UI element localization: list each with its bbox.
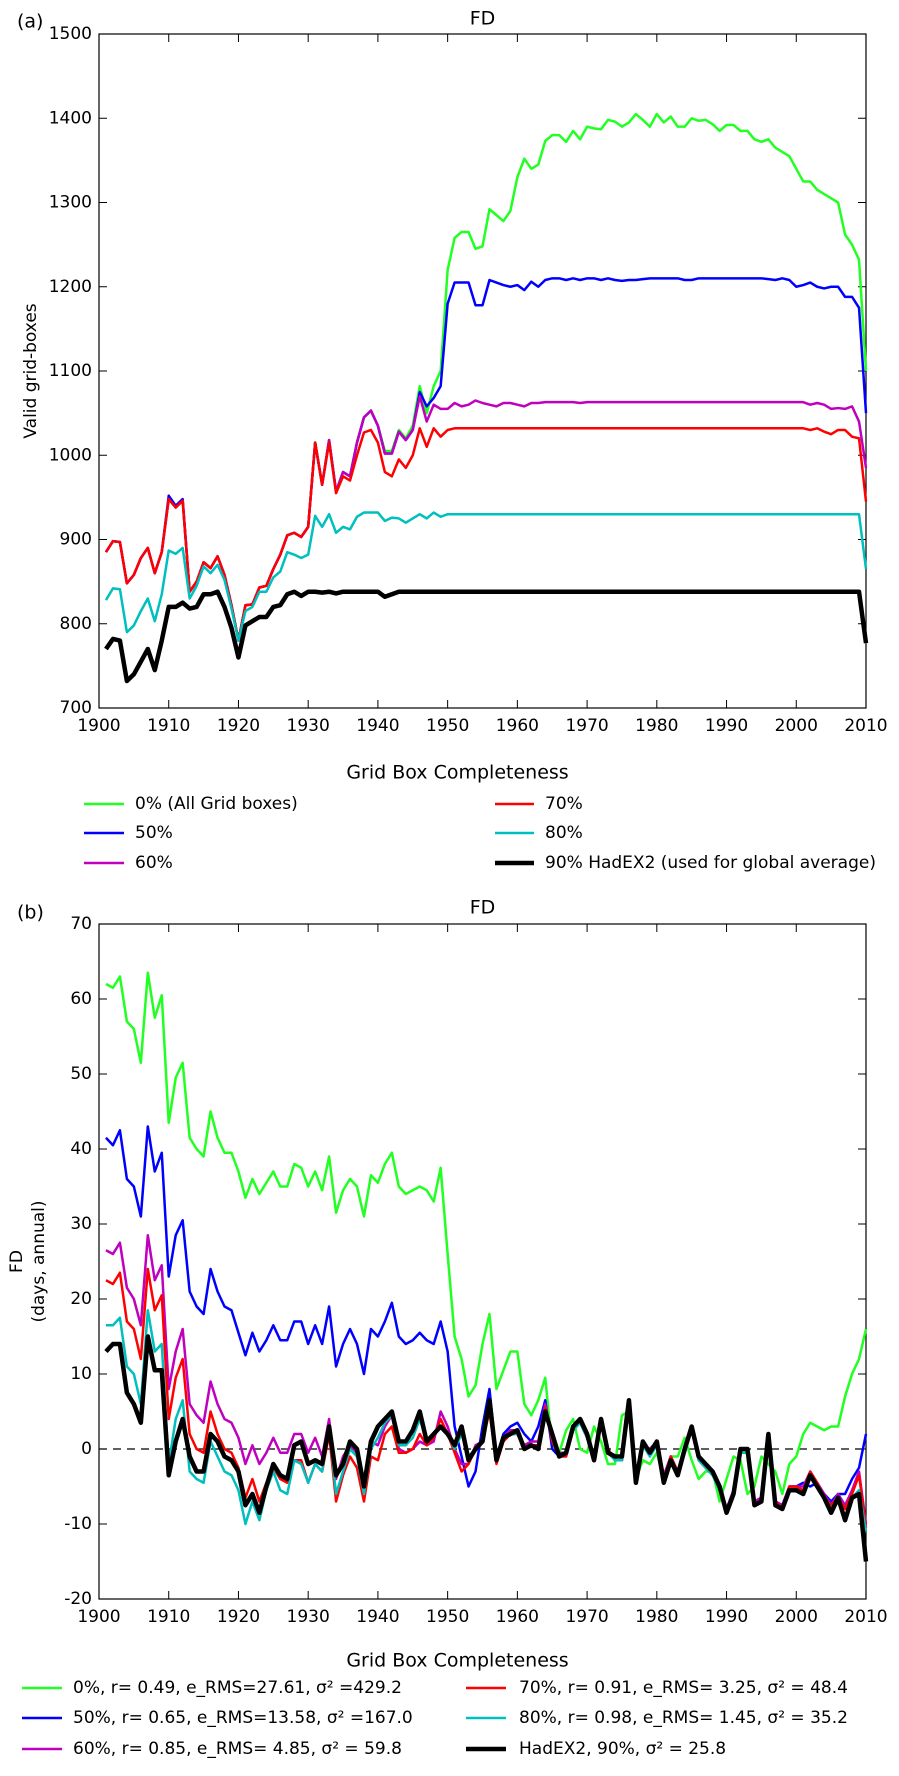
- x-tick-label: 1930: [287, 1607, 330, 1627]
- y-tick-label: -20: [64, 1589, 92, 1609]
- y-tick-label: 60: [70, 989, 92, 1009]
- legend-label: 70%: [545, 794, 583, 814]
- panel-label: (a): [17, 11, 43, 33]
- y-tick-label: 20: [70, 1289, 92, 1309]
- chart-title: FD: [470, 897, 496, 919]
- y-tick-label: 1000: [49, 445, 92, 465]
- x-tick-label: 1990: [705, 716, 748, 736]
- x-tick-label: 1910: [147, 1607, 190, 1627]
- legend-label: 50%, r= 0.65, e_RMS=13.58, σ² =167.0: [73, 1708, 413, 1728]
- y-tick-label: 10: [70, 1364, 92, 1384]
- x-tick-label: 1900: [77, 1607, 120, 1627]
- y-tick-label: 1100: [49, 361, 92, 381]
- series-line: [104, 511, 868, 642]
- y-axis-label: (days, annual): [29, 1200, 49, 1322]
- x-tick-label: 1910: [147, 716, 190, 736]
- legend-label: 50%: [135, 823, 173, 843]
- series-line: [104, 277, 868, 642]
- legend-title: Grid Box Completeness: [346, 1650, 568, 1672]
- legend-label: 60%, r= 0.85, e_RMS= 4.85, σ² = 59.8: [73, 1739, 402, 1759]
- series-line: [104, 1334, 869, 1562]
- y-tick-label: 0: [81, 1439, 92, 1459]
- legend-label: 0% (All Grid boxes): [135, 794, 298, 814]
- x-tick-label: 1930: [287, 716, 330, 736]
- legend-title: Grid Box Completeness: [346, 762, 568, 784]
- y-tick-label: 1400: [49, 108, 92, 128]
- y-tick-label: 800: [60, 614, 92, 634]
- x-tick-label: 1900: [77, 716, 120, 736]
- series-line: [104, 427, 868, 642]
- legend-label: 60%: [135, 853, 173, 873]
- y-tick-label: 700: [60, 698, 92, 718]
- y-tick-label: 1200: [49, 277, 92, 297]
- legend-label: 90% HadEX2 (used for global average): [545, 853, 876, 873]
- x-tick-label: 1980: [635, 716, 678, 736]
- y-tick-label: 40: [70, 1139, 92, 1159]
- x-tick-label: 1920: [217, 1607, 260, 1627]
- x-tick-label: 1960: [496, 1607, 539, 1627]
- y-tick-label: 1300: [49, 193, 92, 213]
- legend-label: 70%, r= 0.91, e_RMS= 3.25, σ² = 48.4: [519, 1678, 848, 1698]
- x-tick-label: 2000: [775, 1607, 818, 1627]
- chart-title: FD: [470, 8, 496, 30]
- y-tick-label: 30: [70, 1214, 92, 1234]
- legend-label: 80%: [545, 823, 583, 843]
- y-tick-label: 50: [70, 1064, 92, 1084]
- series-line: [104, 395, 868, 642]
- y-axis-label: FD: [7, 1250, 27, 1273]
- legend-label: 80%, r= 0.98, e_RMS= 1.45, σ² = 35.2: [519, 1708, 848, 1728]
- x-tick-label: 1970: [565, 716, 608, 736]
- y-tick-label: -10: [64, 1514, 92, 1534]
- legend-label: HadEX2, 90%, σ² = 25.8: [519, 1739, 726, 1759]
- x-tick-label: 1920: [217, 716, 260, 736]
- x-tick-label: 1950: [426, 1607, 469, 1627]
- x-tick-label: 1940: [356, 1607, 399, 1627]
- y-axis-label: Valid grid-boxes: [21, 303, 41, 438]
- x-tick-label: 1980: [635, 1607, 678, 1627]
- y-tick-label: 900: [60, 530, 92, 550]
- x-tick-label: 2000: [775, 716, 818, 736]
- panel-label: (b): [17, 902, 44, 924]
- x-tick-label: 1960: [496, 716, 539, 736]
- series-line: [104, 589, 869, 684]
- x-tick-label: 1990: [705, 1607, 748, 1627]
- y-tick-label: 1500: [49, 24, 92, 44]
- legend-label: 0%, r= 0.49, e_RMS=27.61, σ² =429.2: [73, 1678, 402, 1698]
- x-tick-label: 2010: [844, 716, 887, 736]
- x-tick-label: 1970: [565, 1607, 608, 1627]
- x-tick-label: 1950: [426, 716, 469, 736]
- y-tick-label: 70: [70, 914, 92, 934]
- plot-frame: [98, 923, 867, 1600]
- x-tick-label: 2010: [844, 1607, 887, 1627]
- x-tick-label: 1940: [356, 716, 399, 736]
